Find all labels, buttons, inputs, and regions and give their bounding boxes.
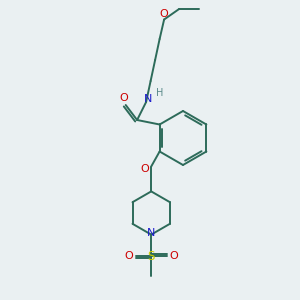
Text: O: O xyxy=(141,164,150,175)
Text: O: O xyxy=(169,251,178,261)
Text: O: O xyxy=(160,9,169,19)
Text: N: N xyxy=(144,94,153,104)
Text: O: O xyxy=(124,251,134,261)
Text: H: H xyxy=(156,88,163,98)
Text: S: S xyxy=(148,250,155,263)
Text: N: N xyxy=(147,228,155,238)
Text: O: O xyxy=(120,93,129,103)
